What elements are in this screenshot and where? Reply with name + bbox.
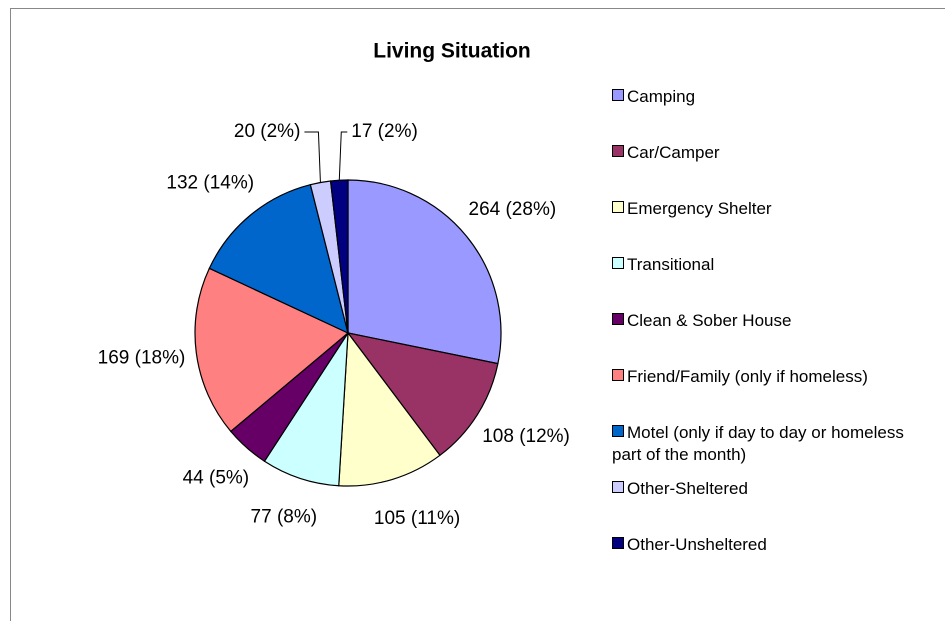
legend-entry: Friend/Family (only if homeless) [612, 366, 942, 388]
data-label: 44 (5%) [183, 467, 250, 488]
data-label: 20 (2%) [234, 121, 301, 142]
legend-entry: Emergency Shelter [612, 198, 942, 220]
legend-swatch [612, 257, 624, 269]
legend-swatch [612, 201, 624, 213]
leader-line [338, 131, 348, 181]
legend-entry: Motel (only if day to day or homeless pa… [612, 422, 912, 466]
legend-swatch [612, 481, 624, 493]
legend-entry: Transitional [612, 254, 942, 276]
legend-label: Emergency Shelter [627, 199, 772, 218]
pie-slice [347, 179, 502, 365]
data-label: 17 (2%) [351, 121, 418, 142]
legend-label: Clean & Sober House [627, 311, 792, 330]
legend-label: Other-Sheltered [627, 479, 748, 498]
legend-swatch [612, 425, 624, 437]
pie-slice [208, 183, 349, 335]
legend-label: Other-Unsheltered [627, 535, 767, 554]
legend-swatch [612, 313, 624, 325]
legend-entry: Other-Sheltered [612, 478, 942, 500]
legend-label: Camping [627, 87, 696, 106]
legend-swatch [612, 145, 624, 157]
data-label: 77 (8%) [251, 507, 318, 528]
legend-label: Motel (only if day to day or homeless pa… [612, 423, 904, 464]
data-label: 264 (28%) [469, 199, 557, 220]
legend-entry: Camping [612, 86, 942, 108]
legend-swatch [612, 369, 624, 381]
pie-slice [194, 267, 350, 433]
data-label: 108 (12%) [482, 426, 570, 447]
leader-line [304, 131, 321, 183]
legend-swatch [612, 89, 624, 101]
legend-label: Car/Camper [627, 143, 720, 162]
pie-slice [346, 332, 499, 457]
legend-swatch [612, 537, 624, 549]
legend-entry: Car/Camper [612, 142, 942, 164]
data-label: 169 (18%) [98, 347, 186, 368]
data-label: 105 (11%) [374, 508, 460, 529]
data-label: 132 (14%) [166, 172, 254, 193]
legend-label: Friend/Family (only if homeless) [627, 367, 868, 386]
chart-title: Living Situation [373, 40, 531, 63]
pie-slice [338, 331, 441, 487]
legend-label: Transitional [627, 255, 715, 274]
legend-entry: Other-Unsheltered [612, 534, 942, 556]
legend-entry: Clean & Sober House [612, 310, 942, 332]
chart-frame [10, 8, 945, 621]
